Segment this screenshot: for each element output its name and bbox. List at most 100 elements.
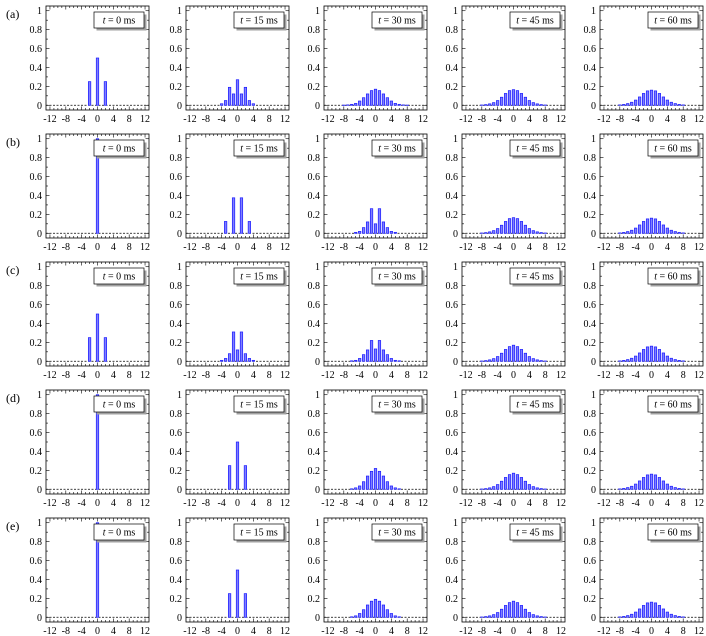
y-tick-label: 0: [37, 229, 42, 240]
y-tick-label: 0.6: [446, 172, 459, 183]
y-tick-label: 0.4: [30, 191, 43, 202]
row-label: (d): [6, 391, 20, 405]
bar: [535, 487, 539, 490]
y-tick-label: 0: [177, 357, 182, 368]
bar: [251, 103, 255, 106]
bar: [393, 615, 397, 618]
time-value: = 0 ms: [105, 400, 135, 411]
x-tick-label: -8: [62, 626, 70, 636]
y-tick-label: 0: [453, 101, 458, 112]
time-label-box: [509, 395, 561, 413]
y-tick-label: 0: [315, 101, 320, 112]
y-tick-label: 0.6: [446, 300, 459, 311]
y-tick-label: 0.2: [170, 338, 183, 349]
y-tick-label: 0.4: [584, 575, 597, 586]
time-value: = 30 ms: [381, 16, 416, 27]
time-variable: t: [240, 144, 243, 155]
y-tick-label: 0.2: [308, 82, 321, 93]
bar: [519, 605, 524, 618]
time-label: t = 0 ms: [103, 400, 136, 411]
time-variable: t: [654, 400, 657, 411]
panel: 00.20.40.60.81-12 -8 -4 0 4 8 12t = 15 ms: [170, 5, 290, 125]
x-tick-label: 8: [405, 370, 410, 381]
time-variable: t: [654, 144, 657, 155]
x-tick-label: 12: [280, 242, 290, 253]
x-tick-label: 12: [556, 114, 566, 125]
bar: [539, 488, 543, 490]
bar: [657, 349, 662, 362]
bar: [645, 90, 650, 106]
x-tick-label: -8: [340, 498, 348, 509]
x-tick-label: 0: [235, 626, 240, 636]
bar: [393, 103, 397, 106]
x-tick-label: -4: [77, 370, 85, 381]
y-tick-label: 0.2: [584, 466, 597, 477]
bar: [385, 354, 389, 362]
y-tick-label: 1: [315, 6, 320, 17]
time-variable: t: [516, 16, 519, 27]
bar: [531, 358, 535, 362]
bar: [492, 230, 496, 234]
bar: [649, 345, 654, 362]
y-tick-label: 0.2: [30, 594, 43, 605]
y-tick-label: 1: [591, 390, 596, 401]
bar: [527, 228, 531, 234]
x-tick-label: 4: [527, 498, 532, 509]
bar: [649, 473, 654, 490]
bar: [527, 356, 531, 362]
bar: [373, 598, 378, 618]
time-label: t = 30 ms: [378, 144, 416, 155]
x-tick-label: -4: [631, 498, 639, 509]
x-tick-label: 0: [373, 114, 378, 125]
y-tick-label: 0: [453, 485, 458, 496]
bar: [377, 600, 382, 618]
bar: [354, 103, 358, 106]
bar: [369, 90, 374, 106]
bar: [103, 81, 108, 106]
time-label: t = 15 ms: [240, 400, 278, 411]
y-tick-label: 1: [591, 134, 596, 145]
panel: 00.20.40.60.81-12 -8 -4 0 4 8 12t = 0 ms: [30, 5, 150, 125]
bar: [638, 96, 642, 106]
bar: [673, 103, 677, 106]
bar: [377, 340, 382, 362]
panel: 00.20.40.60.81-12 -8 -4 0 4 8 12t = 30 ms: [308, 261, 428, 381]
time-label-box: [233, 395, 285, 413]
x-tick-label: -4: [631, 114, 639, 125]
y-tick-label: 0.4: [446, 319, 459, 330]
y-tick-label: 0: [591, 485, 596, 496]
bar: [235, 441, 240, 490]
x-tick-label: -4: [77, 626, 85, 636]
x-tick-label: 0: [373, 498, 378, 509]
bar: [523, 224, 527, 234]
y-tick-label: 0.6: [170, 172, 183, 183]
y-tick-label: 0: [37, 101, 42, 112]
y-tick-label: 0.2: [308, 466, 321, 477]
y-tick-label: 0.2: [30, 210, 43, 221]
y-tick-label: 0: [591, 229, 596, 240]
y-tick-label: 0.8: [584, 537, 597, 548]
y-tick-label: 1: [315, 390, 320, 401]
bar: [393, 487, 397, 490]
x-tick-label: 4: [251, 370, 256, 381]
x-tick-label: 4: [251, 114, 256, 125]
x-tick-label: 12: [418, 114, 428, 125]
x-tick-label: 12: [694, 242, 704, 253]
bar: [381, 475, 386, 490]
time-label-box: [371, 523, 423, 541]
bar: [227, 353, 232, 362]
bar: [531, 102, 535, 106]
bar: [239, 197, 244, 234]
x-tick-label: -8: [616, 370, 624, 381]
bar: [243, 465, 248, 490]
x-tick-label: -12: [459, 114, 472, 125]
x-tick-label: 8: [127, 114, 132, 125]
panel: 00.20.40.60.81-12 -8 -4 0 4 8 12t = 15 ms: [170, 389, 290, 509]
y-tick-label: 0.8: [30, 281, 43, 292]
time-label: t = 60 ms: [654, 528, 692, 539]
x-tick-label: -8: [478, 242, 486, 253]
y-tick-label: 0.2: [584, 210, 597, 221]
time-label-box: [233, 139, 285, 157]
x-tick-label: 8: [681, 114, 686, 125]
bar: [484, 104, 488, 106]
